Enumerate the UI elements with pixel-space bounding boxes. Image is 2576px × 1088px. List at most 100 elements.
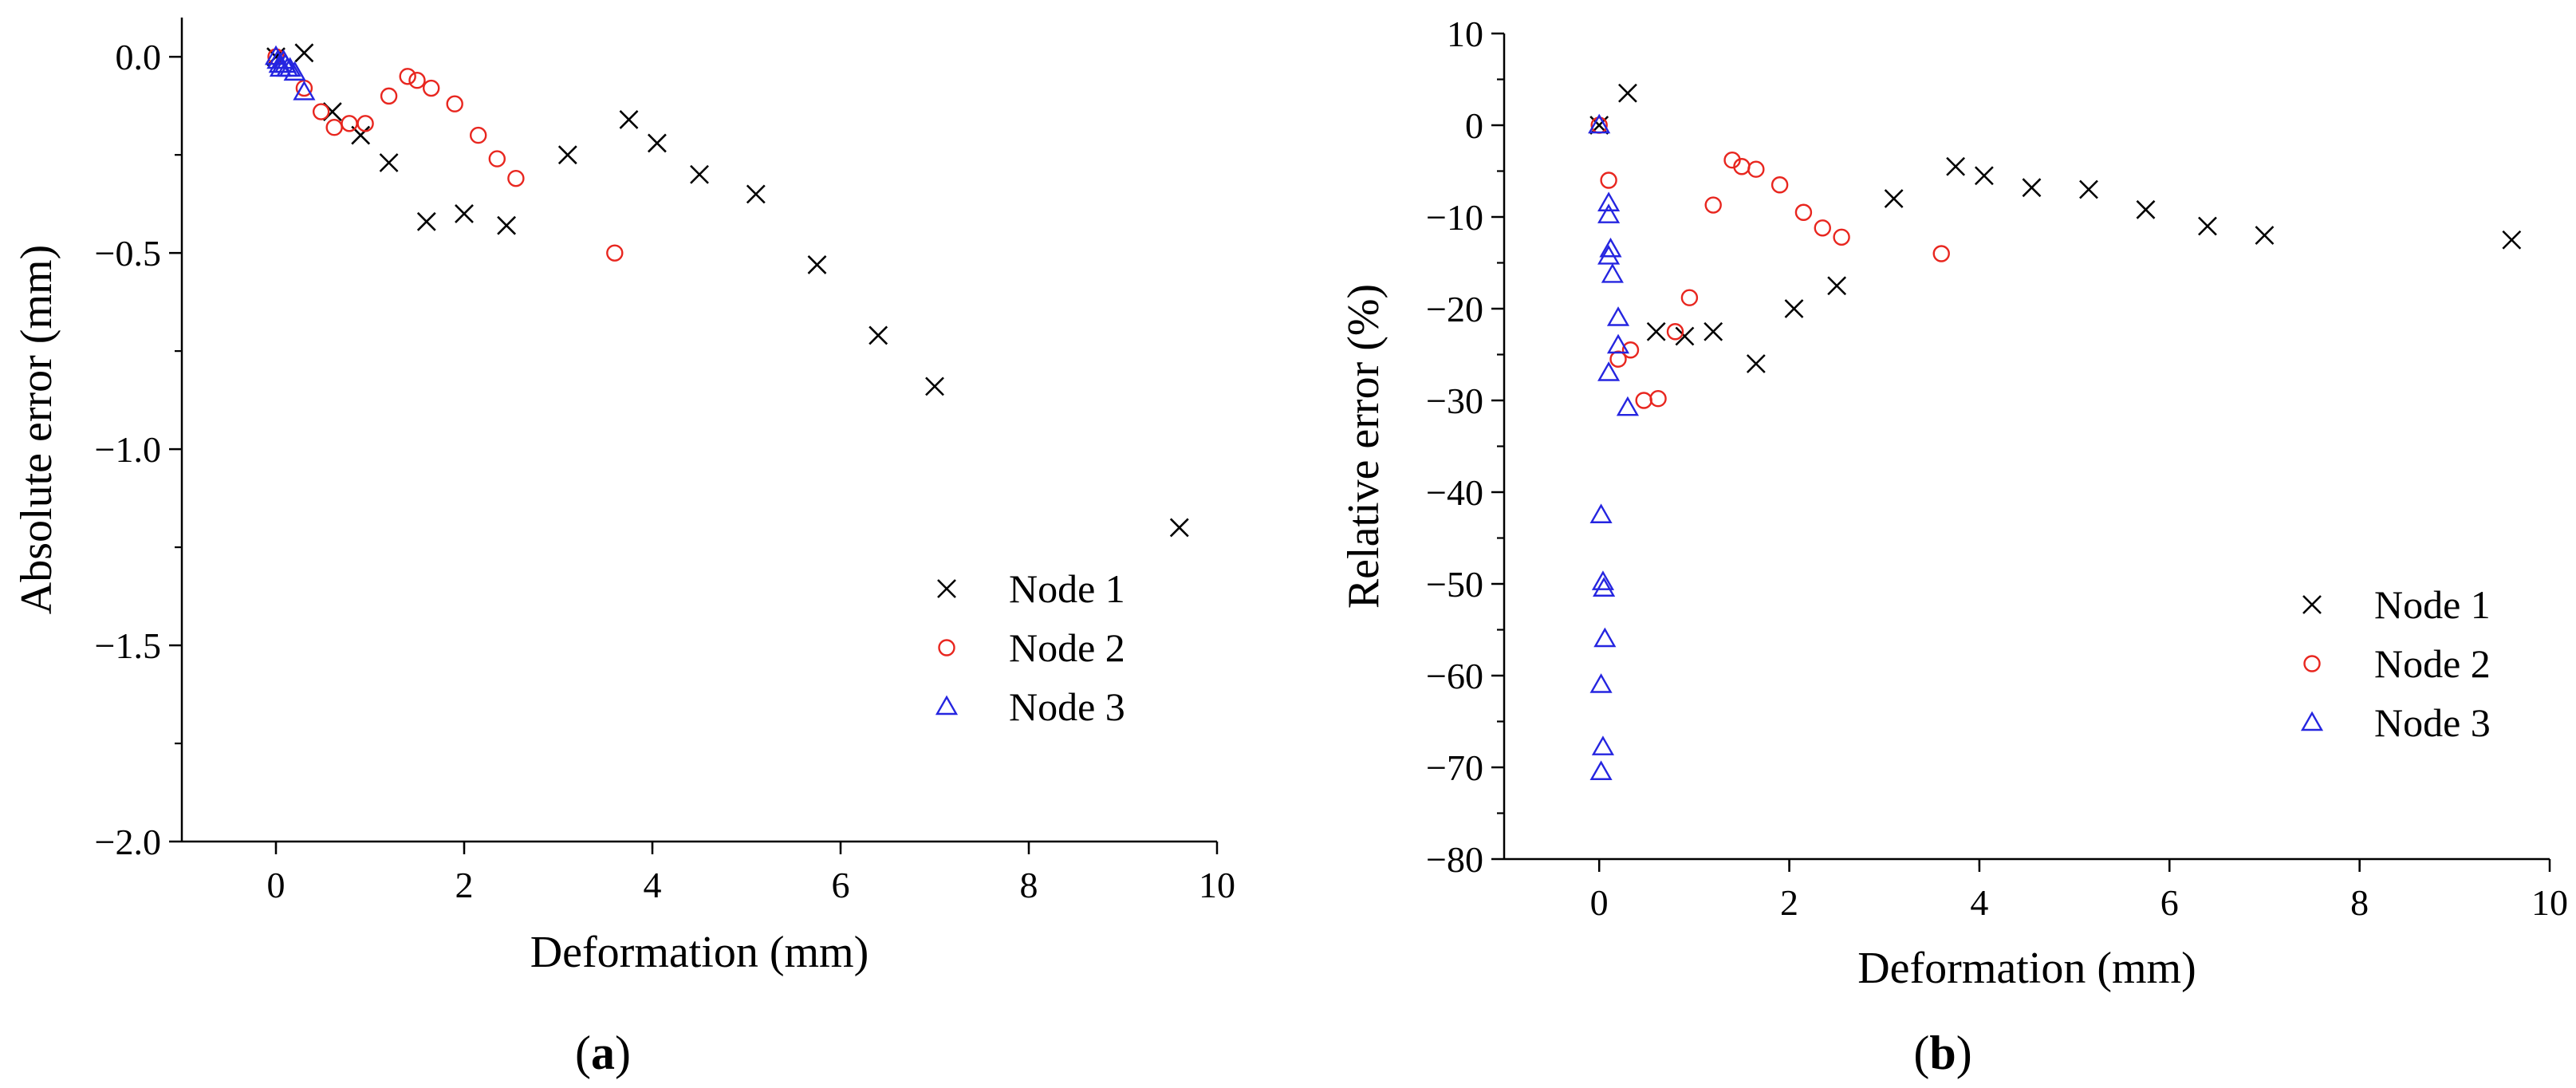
data-point-node-3 (1593, 577, 1616, 597)
data-point-node-2 (399, 68, 416, 85)
chart-a: 0 2 4 6 8 10 0.0 −0.5 −1.0 −1.5 −2.0 Deformation (m… (12, 18, 1235, 977)
data-point-node-1 (416, 211, 436, 231)
data-point-node-2 (606, 244, 624, 262)
data-point-node-3 (1597, 191, 1621, 211)
legend-marker-node-2 (2303, 655, 2321, 672)
data-point-node-3 (1606, 333, 1630, 354)
data-point-node-2 (1635, 392, 1652, 409)
data-point-node-2 (1621, 341, 1640, 359)
x-axis-title: Deformation (mm) (1857, 944, 2196, 993)
data-point-node-2 (1649, 390, 1667, 408)
data-point-node-1 (1704, 321, 1723, 341)
data-point-node-3 (1597, 203, 1621, 223)
legend-label-node-3: Node 3 (1009, 684, 1125, 729)
series-node-2 (1590, 116, 1950, 409)
legend-label-node-2: Node 2 (1009, 625, 1125, 670)
data-point-node-1 (746, 184, 766, 204)
data-point-node-2 (408, 72, 426, 89)
data-point-node-2 (1833, 228, 1850, 246)
legend-marker-node-1 (937, 579, 956, 598)
data-point-node-1 (869, 325, 888, 345)
series-node-1 (266, 43, 1189, 538)
data-point-node-1 (2079, 179, 2098, 199)
x-axis-title: Deformation (mm) (530, 928, 869, 977)
panel-label-b: (b) (1913, 1027, 1971, 1079)
data-point-node-2 (507, 169, 525, 187)
x-tick-label: 6 (832, 865, 850, 905)
x-tick-label: 8 (2350, 882, 2369, 923)
data-point-node-2 (380, 87, 398, 105)
data-point-node-1 (1884, 189, 1904, 208)
y-tick-label: 0 (1465, 105, 1483, 146)
data-point-node-3 (283, 61, 306, 81)
data-point-node-2 (1747, 160, 1765, 178)
y-tick-label: −1.5 (95, 625, 161, 666)
data-point-node-2 (470, 126, 487, 144)
y-tick-label: 10 (1447, 14, 1483, 54)
data-point-node-2 (341, 115, 358, 132)
x-tick-label: 6 (2160, 882, 2179, 923)
data-point-node-3 (278, 57, 301, 77)
y-tick-label: −40 (1426, 472, 1483, 513)
y-tick-label: −50 (1426, 564, 1483, 605)
series-node-1 (1589, 83, 2522, 373)
x-tick-label: 4 (644, 865, 662, 905)
y-tick-label: 0.0 (116, 37, 162, 77)
data-point-node-1 (2136, 199, 2156, 219)
data-point-node-1 (647, 133, 667, 153)
data-point-node-1 (1169, 518, 1189, 538)
data-point-node-2 (1932, 245, 1950, 262)
data-point-node-1 (1746, 354, 1766, 373)
data-point-node-3 (1597, 245, 1621, 265)
x-tick-label: 2 (455, 865, 474, 905)
legend-label-node-1: Node 1 (1009, 566, 1125, 611)
data-point-node-1 (2022, 178, 2042, 198)
data-point-node-3 (1591, 570, 1615, 590)
data-point-node-3 (1599, 237, 1622, 258)
data-point-node-2 (488, 150, 506, 168)
data-point-node-1 (807, 254, 827, 274)
data-point-node-1 (690, 164, 709, 184)
data-point-node-3 (1589, 503, 1613, 523)
y-tick-label: −70 (1426, 747, 1483, 788)
y-tick-label: −30 (1426, 380, 1483, 421)
data-point-node-1 (294, 43, 314, 63)
x-tick-label: 4 (1970, 882, 1988, 923)
data-point-node-2 (1666, 323, 1684, 341)
x-tick-label: 0 (1590, 882, 1609, 923)
data-point-node-3 (293, 81, 316, 101)
data-point-node-3 (1593, 627, 1617, 648)
x-tick-label: 10 (2531, 882, 2568, 923)
data-point-node-2 (1771, 176, 1789, 194)
y-tick-label: −20 (1426, 289, 1483, 329)
y-tick-label: −80 (1426, 839, 1483, 880)
chart-b: 0 2 4 6 8 10 10 0 −10 −20 −30 −40 −50 −60 −70 −80 Deform… (1339, 14, 2568, 993)
y-tick-label: −1.0 (95, 429, 161, 470)
data-point-node-1 (1646, 321, 1666, 341)
y-tick-label: −10 (1426, 197, 1483, 238)
data-point-node-3 (1591, 735, 1615, 755)
y-tick-label: −0.5 (95, 233, 161, 274)
series-node-3 (264, 45, 316, 101)
data-point-node-3 (1601, 263, 1624, 283)
data-point-node-1 (1618, 83, 1637, 103)
data-point-node-3 (1589, 760, 1613, 780)
data-point-node-1 (1784, 299, 1804, 318)
y-axis-title: Absolute error (mm) (12, 245, 61, 614)
series-node-3 (1588, 113, 1640, 780)
data-point-node-2 (1704, 196, 1722, 214)
x-tick-label: 8 (1020, 865, 1038, 905)
y-tick-label: −60 (1426, 656, 1483, 696)
series-node-2 (267, 48, 624, 262)
data-point-node-1 (557, 145, 577, 165)
legend-label-node-1: Node 1 (2374, 582, 2491, 627)
data-point-node-1 (1974, 166, 1994, 186)
data-point-node-1 (1827, 276, 1847, 296)
legend: Node 1 Node 2 Node 3 (935, 566, 1125, 729)
legend: Node 1 Node 2 Node 3 (2300, 582, 2491, 745)
legend-marker-node-3 (2300, 711, 2324, 731)
x-tick-label: 10 (1199, 865, 1235, 905)
data-point-node-2 (1794, 203, 1813, 221)
data-point-node-1 (2255, 226, 2275, 245)
